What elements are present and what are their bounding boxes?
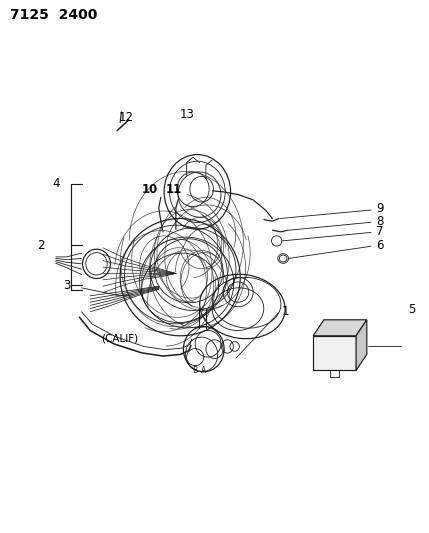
Text: 3: 3 (63, 279, 70, 292)
Text: 6: 6 (376, 239, 384, 252)
Text: 4: 4 (52, 177, 60, 190)
Text: A: A (201, 366, 206, 375)
Polygon shape (356, 320, 367, 370)
Text: (CALIF): (CALIF) (102, 334, 139, 343)
Text: 10: 10 (142, 183, 158, 196)
Text: 7: 7 (376, 225, 384, 238)
Polygon shape (313, 336, 356, 370)
Text: 7125  2400: 7125 2400 (10, 8, 97, 22)
Text: 1: 1 (281, 305, 289, 318)
Text: 11: 11 (166, 183, 182, 196)
Text: 12: 12 (119, 111, 134, 124)
Text: 2: 2 (37, 239, 45, 252)
Polygon shape (313, 320, 367, 336)
Text: 5: 5 (408, 303, 416, 316)
Text: 9: 9 (376, 203, 384, 215)
Text: 13: 13 (179, 108, 194, 121)
Text: B: B (193, 366, 198, 375)
Text: 8: 8 (376, 215, 384, 228)
